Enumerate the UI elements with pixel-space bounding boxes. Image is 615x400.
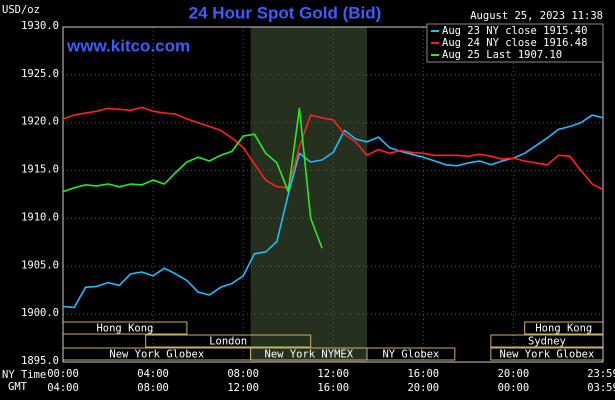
y-tick-label: 1925.0 bbox=[21, 68, 59, 80]
y-tick-label: 1910.0 bbox=[21, 211, 59, 223]
x-tick-label: 00:00 bbox=[47, 368, 79, 380]
chart-title: 24 Hour Spot Gold (Bid) bbox=[189, 3, 382, 22]
session-box bbox=[145, 334, 312, 348]
session-label: New York Globex bbox=[109, 349, 204, 361]
session-label: Hong Kong bbox=[96, 323, 153, 335]
legend-label: Aug 23 NY close 1915.40 bbox=[442, 25, 587, 37]
y-tick-label: 1905.0 bbox=[21, 259, 59, 271]
x2-tick-label: 08:00 bbox=[137, 382, 169, 394]
x2-tick-label: 16:00 bbox=[317, 382, 349, 394]
session-label: New York Globex bbox=[500, 349, 595, 361]
plot-border bbox=[62, 26, 604, 363]
x2-tick-label: 00:00 bbox=[498, 382, 530, 394]
x-tick-label: 23:59 bbox=[587, 368, 615, 380]
session-label: Hong Kong bbox=[535, 323, 592, 335]
session-label: New York NYMEX bbox=[265, 349, 354, 361]
session-label: London bbox=[209, 336, 247, 348]
x-axis-label: NY Time bbox=[2, 369, 46, 381]
x2-axis-label: GMT bbox=[8, 381, 28, 393]
session-box bbox=[366, 347, 456, 361]
session-label: NY Globex bbox=[382, 349, 439, 361]
session-label: Sydney bbox=[528, 336, 566, 348]
series-line bbox=[62, 107, 323, 249]
x2-tick-label: 04:00 bbox=[47, 382, 79, 394]
y-axis-label: USD/oz bbox=[2, 4, 40, 16]
y-tick-label: 1900.0 bbox=[21, 307, 59, 319]
series-line bbox=[62, 106, 604, 191]
x2-tick-label: 20:00 bbox=[407, 382, 439, 394]
x-tick-label: 08:00 bbox=[227, 368, 259, 380]
x-tick-label: 04:00 bbox=[137, 368, 169, 380]
x-tick-label: 16:00 bbox=[407, 368, 439, 380]
y-tick-label: 1915.0 bbox=[21, 164, 59, 176]
legend-box bbox=[426, 23, 604, 63]
legend-label: Aug 25 Last 1907.10 bbox=[442, 49, 562, 61]
x-tick-label: 12:00 bbox=[317, 368, 349, 380]
x2-tick-label: 12:00 bbox=[227, 382, 259, 394]
y-tick-label: 1920.0 bbox=[21, 116, 59, 128]
y-tick-label: 1930.0 bbox=[21, 20, 59, 32]
legend-label: Aug 24 NY close 1916.48 bbox=[442, 37, 587, 49]
timestamp: August 25, 2023 11:38 bbox=[470, 10, 603, 22]
x2-tick-label: 03:59 bbox=[587, 382, 615, 394]
watermark: www.kitco.com bbox=[66, 36, 190, 55]
y-tick-label: 1895.0 bbox=[21, 355, 59, 367]
x-tick-label: 20:00 bbox=[498, 368, 530, 380]
